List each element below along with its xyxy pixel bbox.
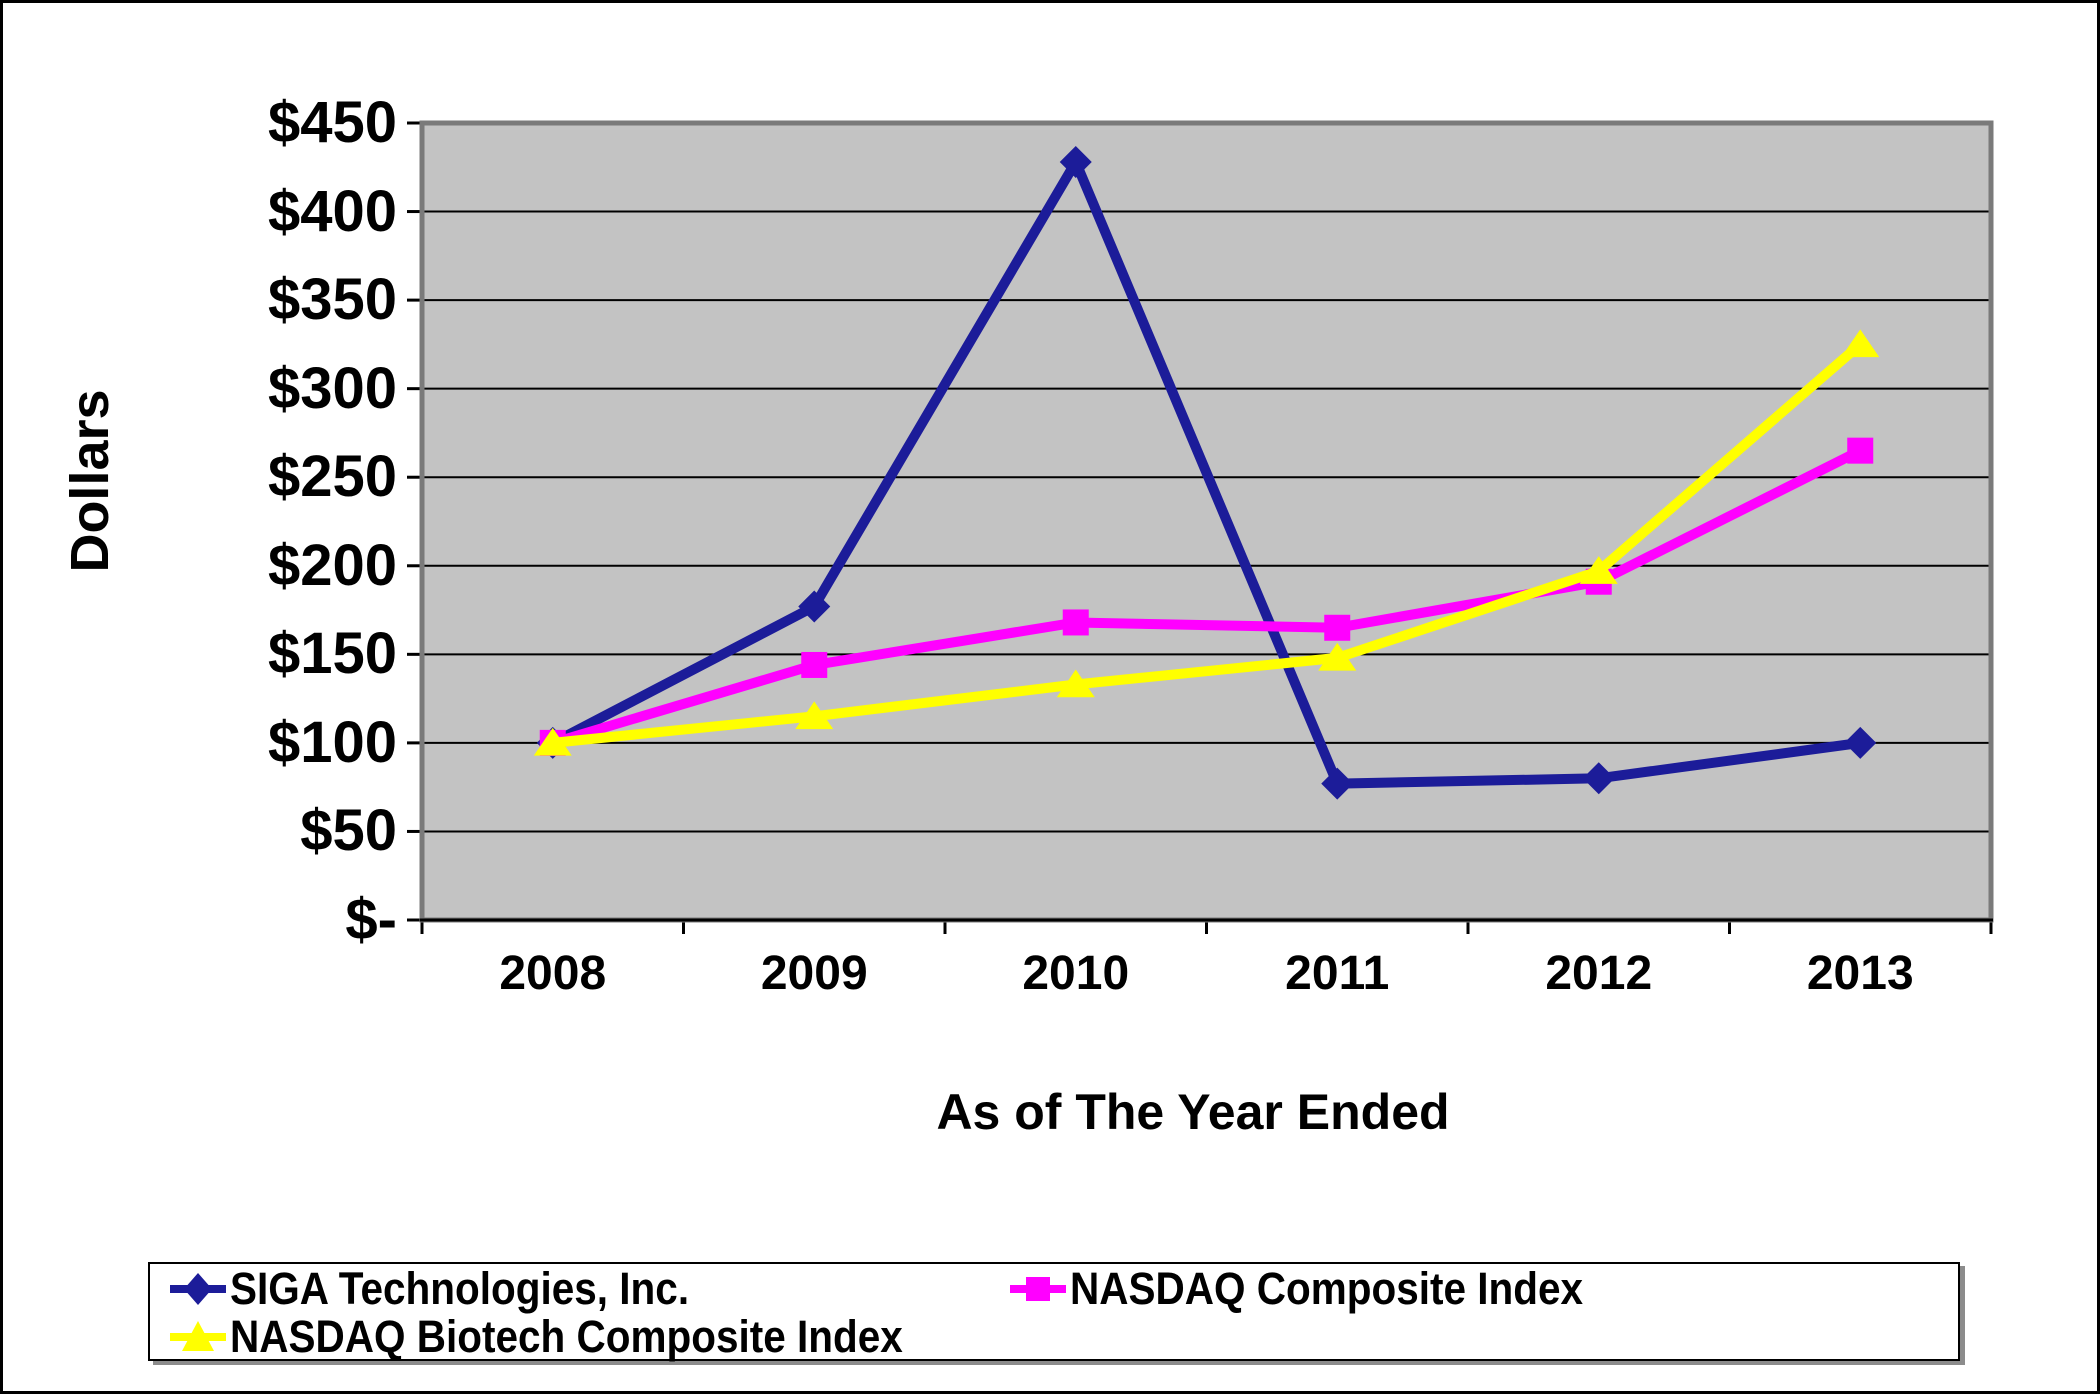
data-point-triangle	[1056, 669, 1095, 698]
x-tick-label: 2011	[1285, 947, 1390, 1000]
data-point-triangle	[1579, 556, 1618, 584]
series-line-0	[550, 150, 1861, 789]
y-tick-label: $350	[267, 267, 397, 333]
x-tick-label: 2010	[1022, 947, 1130, 1000]
series-line-2	[552, 340, 1864, 748]
y-tick-label: $400	[267, 178, 397, 244]
x-tick-label: 2013	[1806, 947, 1914, 1000]
data-point-triangle	[795, 701, 834, 730]
data-point-diamond	[1321, 767, 1354, 800]
square-icon	[1026, 1277, 1050, 1301]
data-point-square	[801, 651, 828, 678]
y-tick-label: $150	[267, 621, 397, 687]
legend-entry-nasdaq-composite: NASDAQ Composite Index	[1008, 1263, 1640, 1314]
data-point-square	[1847, 437, 1874, 464]
y-tick-label: $300	[267, 355, 397, 421]
y-tick-label: $-	[345, 887, 397, 952]
chart-plot-area	[407, 120, 1994, 934]
legend-label-nasdaq-biotech: NASDAQ Biotech Composite Index	[230, 1311, 903, 1362]
x-axis-title: As of The Year Ended	[936, 1084, 1450, 1140]
series-line-1	[551, 446, 1863, 748]
legend-label-nasdaq-composite: NASDAQ Composite Index	[1070, 1263, 1584, 1314]
y-tick-label: $50	[300, 798, 397, 864]
plot-background	[422, 123, 1991, 920]
data-point-diamond	[1844, 726, 1877, 759]
y-tick-label: $450	[267, 90, 397, 155]
x-tick-label: 2012	[1545, 947, 1653, 1000]
data-point-triangle	[1841, 329, 1880, 358]
data-point-triangle	[1318, 642, 1357, 671]
y-axis-title: Dollars	[60, 389, 120, 573]
y-tick-label: $100	[267, 709, 397, 775]
x-tick-label: 2008	[499, 947, 607, 1000]
legend-entry-siga: SIGA Technologies, Inc.	[168, 1263, 740, 1314]
data-point-square	[1062, 609, 1089, 636]
legend-marker-triangle-icon	[170, 1321, 226, 1351]
legend-box: SIGA Technologies, Inc. NASDAQ Composite…	[148, 1262, 1960, 1361]
data-point-triangle	[533, 727, 572, 756]
legend-marker-diamond-icon	[170, 1273, 226, 1305]
data-point-diamond	[1059, 145, 1092, 178]
data-point-square	[1324, 614, 1351, 641]
triangle-icon	[182, 1321, 214, 1351]
legend-entry-nasdaq-biotech: NASDAQ Biotech Composite Index	[168, 1311, 978, 1362]
legend-marker-square-icon	[1010, 1277, 1066, 1301]
y-tick-label: $250	[267, 444, 397, 510]
data-point-diamond	[798, 590, 831, 623]
diamond-icon	[184, 1273, 212, 1305]
x-tick-label: 2009	[760, 947, 868, 1000]
data-point-diamond	[1582, 762, 1615, 795]
legend-label-siga: SIGA Technologies, Inc.	[230, 1263, 690, 1314]
y-tick-label: $200	[267, 532, 397, 598]
